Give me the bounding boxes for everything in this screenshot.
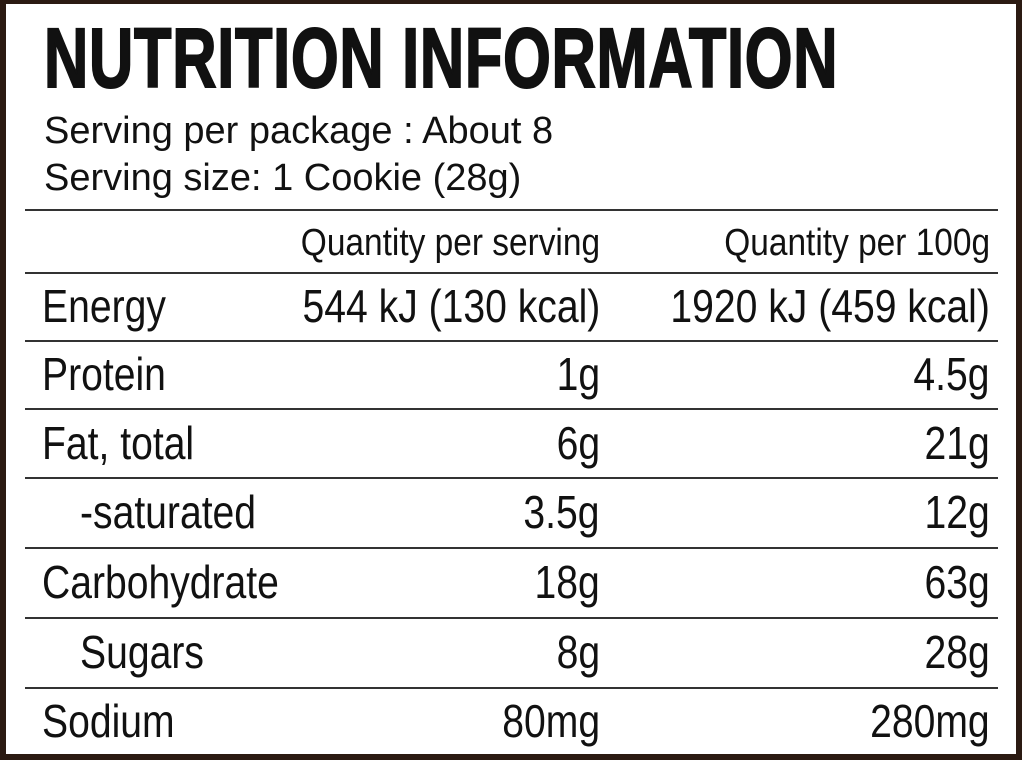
- row-divider: [25, 687, 998, 689]
- title: NUTRITION INFORMATION: [43, 11, 839, 105]
- table-top-rule: [25, 209, 998, 211]
- per-100g-value: 28g: [924, 626, 990, 678]
- row-divider: [25, 547, 998, 549]
- serving-size: Serving size: 1 Cookie (28g): [44, 157, 522, 199]
- row-divider: [25, 408, 998, 410]
- per-100g-value: 4.5g: [913, 348, 990, 400]
- per-100g-value: 280mg: [870, 694, 990, 747]
- per-serving-value: 6g: [556, 416, 600, 469]
- nutrient-name: Carbohydrate: [42, 556, 279, 608]
- servings-per-package: Serving per package : About 8: [44, 110, 554, 152]
- per-serving-value: 18g: [534, 556, 600, 608]
- per-serving-value: 1g: [556, 348, 600, 400]
- per-serving-value: 8g: [556, 626, 600, 678]
- row-divider: [25, 477, 998, 479]
- per-100g-value: 63g: [924, 556, 990, 608]
- per-100g-value: 12g: [924, 486, 990, 538]
- per-100g-value: 21g: [924, 416, 990, 469]
- nutrient-name: Sodium: [42, 694, 175, 747]
- nutrient-name: Sugars: [80, 626, 204, 678]
- per-serving-value: 544 kJ (130 kcal): [302, 280, 600, 332]
- nutrient-name: Protein: [42, 348, 166, 400]
- row-divider: [25, 272, 998, 274]
- row-divider: [25, 340, 998, 342]
- per-serving-value: 80mg: [502, 694, 600, 747]
- per-serving-value: 3.5g: [523, 486, 600, 538]
- row-divider: [25, 617, 998, 619]
- nutrient-name: Energy: [42, 280, 166, 332]
- nutrient-name: -saturated: [80, 486, 257, 538]
- nutrition-label: NUTRITION INFORMATION Serving per packag…: [6, 4, 1016, 754]
- column-header: Quantity per 100g: [724, 222, 990, 264]
- nutrient-name: Fat, total: [42, 416, 195, 469]
- column-header: Quantity per serving: [300, 222, 600, 264]
- per-100g-value: 1920 kJ (459 kcal): [670, 280, 990, 332]
